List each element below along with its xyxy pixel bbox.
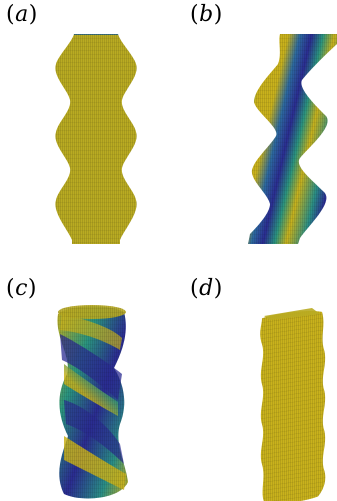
kink-column-figure [240, 34, 337, 244]
varicose-column-figure [36, 34, 156, 244]
helical-twist-column-figure [40, 304, 160, 501]
panel-label-c: (c) [6, 276, 38, 301]
panel-label-b: (b) [190, 2, 223, 27]
multiwave-twist-column-figure [250, 308, 337, 501]
panel-label-a: (a) [6, 2, 38, 27]
panel-label-d: (d) [190, 276, 223, 301]
